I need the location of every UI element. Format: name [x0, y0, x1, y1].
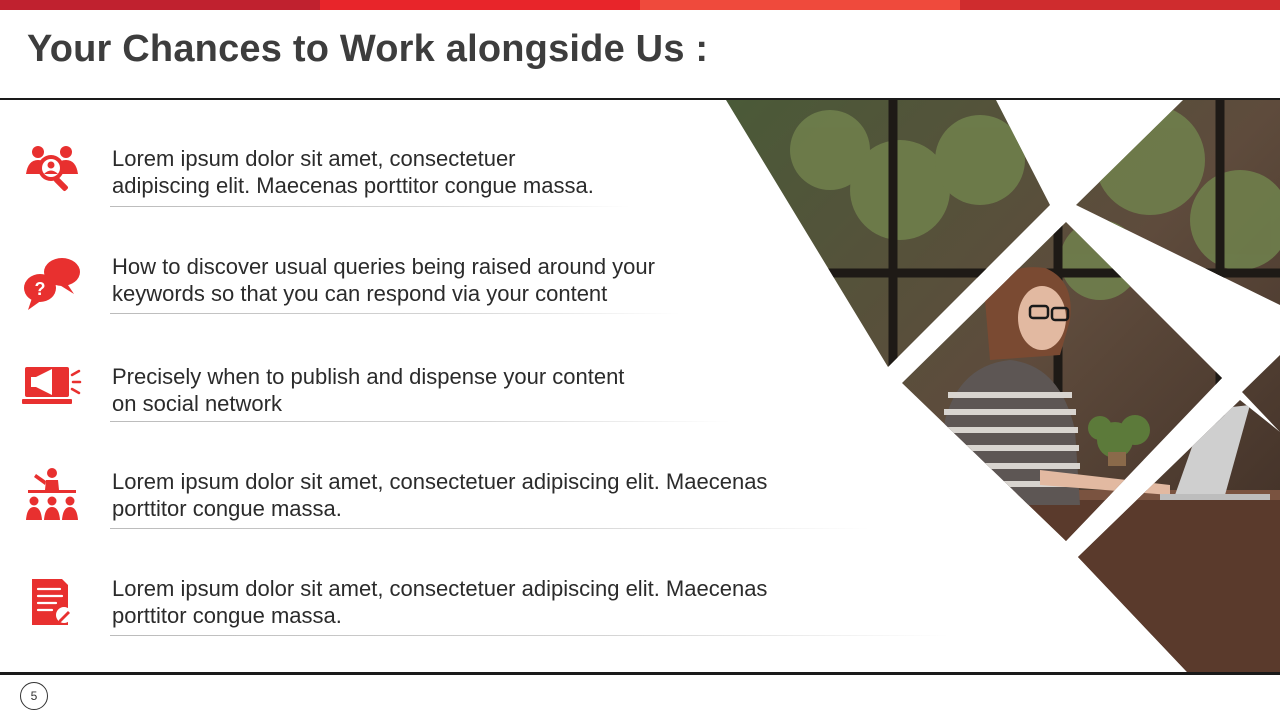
top-accent-bar [0, 0, 1280, 10]
top-accent-segment [640, 0, 960, 10]
presenter-audience-icon [26, 468, 78, 520]
document-edit-icon [32, 579, 72, 625]
item-divider [110, 421, 730, 422]
top-accent-segment [320, 0, 640, 10]
speech-bubbles-question-icon: ? [24, 258, 80, 310]
item-divider [110, 313, 680, 314]
footer-divider [0, 672, 1280, 675]
item-divider [110, 528, 870, 529]
top-accent-segment [960, 0, 1280, 10]
office-photo-collage [726, 100, 1280, 672]
item-text: How to discover usual queries being rais… [112, 254, 655, 306]
title-divider [0, 98, 1280, 100]
item-text: Precisely when to publish and dispense y… [112, 364, 625, 416]
item-text: Lorem ipsum dolor sit amet, consectetuer… [112, 146, 594, 198]
page-number: 5 [20, 682, 48, 710]
top-accent-segment [0, 0, 320, 10]
slide-title: Your Chances to Work alongside Us : [27, 28, 709, 70]
megaphone-laptop-icon [22, 367, 82, 404]
item-divider [110, 635, 950, 636]
item-text: Lorem ipsum dolor sit amet, consectetuer… [112, 576, 768, 628]
team-search-icon [26, 146, 78, 191]
svg-text:?: ? [35, 279, 46, 299]
item-divider [110, 206, 630, 207]
item-text: Lorem ipsum dolor sit amet, consectetuer… [112, 469, 768, 521]
